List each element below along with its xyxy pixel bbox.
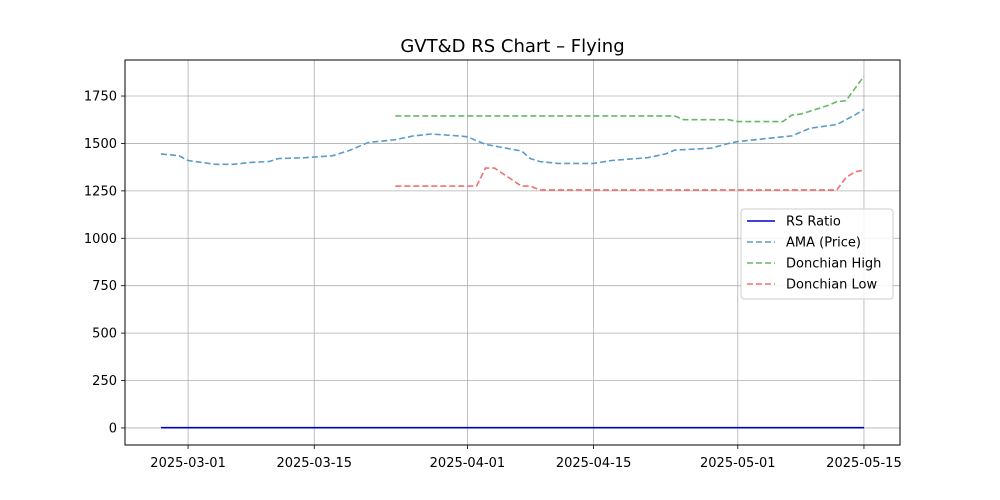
x-tick-label: 2025-04-01: [430, 456, 506, 471]
plot-area-frame: [124, 59, 901, 446]
legend: RS Ratio AMA (Price) Donchian High Donchian…: [740, 208, 894, 300]
y-tick-label: 1000: [84, 232, 117, 247]
x-tick-label: 2025-04-15: [556, 456, 632, 471]
series-line-donchian-low: [395, 167, 865, 191]
legend-label: RS Ratio: [786, 215, 841, 230]
series-line-ama-price: [160, 108, 865, 166]
y-tick-label: 1500: [84, 137, 117, 152]
y-tick-label: 500: [92, 327, 117, 342]
x-tick-label: 2025-03-15: [276, 456, 352, 471]
y-tick-label: 1750: [84, 90, 117, 105]
y-tick-label: 1250: [84, 184, 117, 199]
y-tick-label: 750: [92, 279, 117, 294]
x-tick-label: 2025-05-01: [700, 456, 776, 471]
legend-label: AMA (Price): [786, 236, 861, 251]
series-line-donchian-high: [395, 75, 865, 123]
axis-ticks: 2025-03-01 2025-03-15 2025-04-01 2025-04-15…: [84, 90, 902, 471]
y-tick-label: 250: [92, 374, 117, 389]
series-lines: [160, 75, 865, 429]
legend-label: Donchian High: [786, 257, 881, 272]
y-tick-label: 0: [109, 421, 117, 436]
chart-title: GVT&D RS Chart – Flying: [400, 36, 624, 57]
legend-box: [740, 208, 894, 300]
x-tick-label: 2025-03-01: [150, 456, 226, 471]
x-tick-label: 2025-05-15: [826, 456, 902, 471]
legend-label: Donchian Low: [786, 278, 878, 293]
